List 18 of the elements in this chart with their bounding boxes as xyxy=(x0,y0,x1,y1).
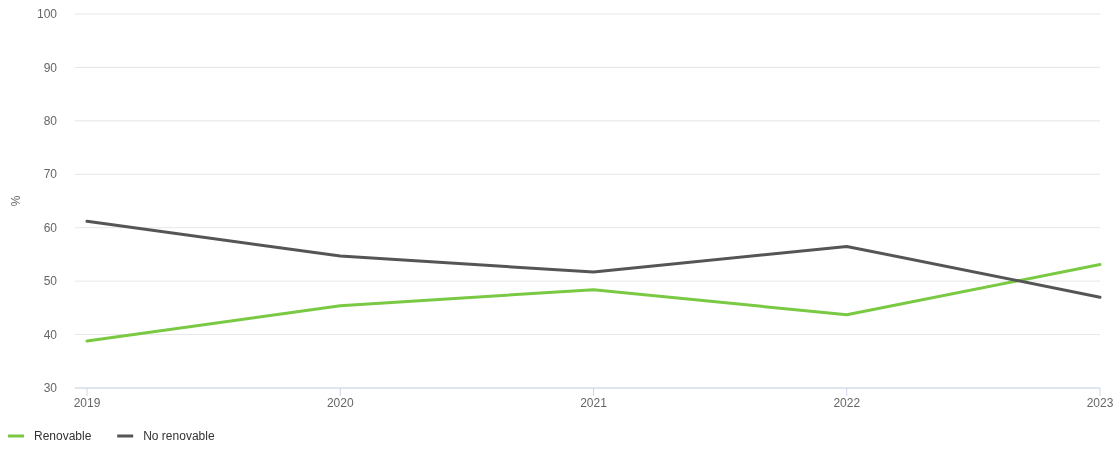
x-tick-label: 2023 xyxy=(1086,396,1114,410)
y-tick-label: 100 xyxy=(36,7,58,22)
line-series xyxy=(85,219,1102,299)
y-tick-label: 30 xyxy=(43,381,58,396)
x-tick-label: 2020 xyxy=(326,396,354,410)
line-series xyxy=(85,263,1102,343)
legend-label: Renovable xyxy=(34,429,92,443)
y-tick-label: 60 xyxy=(43,220,58,235)
x-tick-label: 2022 xyxy=(833,396,861,410)
y-axis-title: % xyxy=(9,195,23,207)
y-tick-label: 50 xyxy=(43,274,58,289)
y-tick-label: 90 xyxy=(43,60,58,75)
y-tick-label: 40 xyxy=(43,327,58,342)
y-tick-label: 70 xyxy=(43,167,58,182)
x-tick-label: 2021 xyxy=(580,396,608,410)
legend-label: No renovable xyxy=(143,429,215,443)
y-tick-label: 80 xyxy=(43,114,58,129)
x-tick-label: 2019 xyxy=(73,396,101,410)
